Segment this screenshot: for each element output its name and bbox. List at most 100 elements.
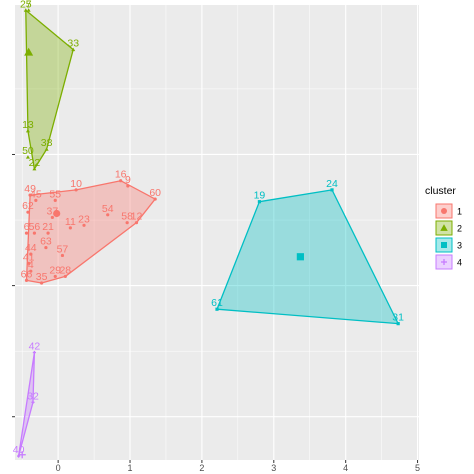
point-9 — [126, 184, 130, 188]
x-tick-label: 1 — [128, 463, 133, 473]
point-label-32: 32 — [27, 390, 39, 402]
legend-symbol-3 — [441, 242, 447, 248]
point-6 — [24, 231, 29, 235]
point-37 — [50, 215, 54, 220]
point-label-35: 35 — [36, 271, 48, 283]
point-label-21: 21 — [42, 221, 54, 233]
legend-symbol-1 — [441, 208, 447, 214]
x-tick-label: 4 — [343, 463, 348, 473]
point-57 — [60, 253, 65, 258]
point-label-7: 7 — [26, 0, 32, 10]
x-tick-label: 2 — [199, 463, 204, 473]
legend-label-2: 2 — [457, 224, 462, 234]
point-label-13: 13 — [22, 119, 34, 131]
point-label-12: 12 — [131, 211, 143, 223]
point-label-6: 6 — [24, 221, 30, 233]
point-10 — [74, 188, 78, 192]
point-63 — [44, 245, 48, 250]
point-25 — [23, 8, 28, 12]
point-28 — [63, 274, 67, 279]
point-label-16: 16 — [115, 169, 127, 181]
point-label-9: 9 — [125, 174, 131, 186]
legend-label-3: 3 — [457, 241, 462, 251]
grid-lines — [15, 5, 419, 460]
point-label-45: 45 — [30, 188, 42, 200]
point-11 — [68, 226, 72, 230]
point-19 — [257, 200, 262, 204]
point-label-11: 11 — [65, 216, 76, 228]
cluster-center-2 — [24, 47, 34, 56]
point-label-58: 58 — [121, 211, 133, 223]
cluster-center-4 — [18, 451, 26, 459]
point-66 — [24, 278, 29, 282]
point-50 — [25, 155, 30, 159]
point-56 — [32, 231, 37, 235]
point-42 — [32, 350, 37, 355]
point-4 — [29, 269, 33, 273]
point-16 — [119, 179, 123, 183]
point-label-19: 19 — [254, 190, 266, 202]
point-label-56: 56 — [29, 221, 41, 233]
point-label-28: 28 — [59, 264, 71, 276]
point-label-25: 25 — [20, 0, 32, 10]
point-label-10: 10 — [70, 178, 82, 190]
point-label-23: 23 — [78, 213, 90, 225]
point-label-44: 44 — [25, 242, 37, 254]
point-label-63: 63 — [40, 236, 52, 248]
point-61 — [215, 307, 219, 311]
point-38 — [44, 147, 49, 151]
point-label-4: 4 — [28, 259, 34, 271]
point-12 — [134, 221, 139, 225]
point-45 — [34, 198, 38, 202]
point-55 — [53, 198, 57, 202]
legend-title: cluster — [425, 185, 456, 197]
point-label-41: 41 — [23, 251, 35, 263]
point-label-24: 24 — [326, 178, 338, 190]
cluster-center-3 — [296, 253, 304, 261]
data-points — [16, 8, 400, 458]
point-label-42: 42 — [29, 340, 41, 352]
point-44 — [29, 252, 33, 256]
point-58 — [125, 221, 129, 225]
point-62 — [26, 210, 30, 214]
point-label-62: 62 — [22, 200, 34, 212]
legend-label-1: 1 — [457, 207, 462, 217]
point-label-37: 37 — [47, 205, 59, 217]
cluster-hull-4 — [17, 351, 36, 457]
point-label-38: 38 — [41, 137, 53, 149]
legend-symbol-2 — [440, 224, 448, 231]
point-label-31: 31 — [392, 312, 404, 324]
point-41 — [27, 261, 31, 265]
point-22 — [32, 166, 37, 171]
x-tick-label: 5 — [415, 463, 420, 473]
point-31 — [396, 322, 400, 326]
point-label-54: 54 — [102, 203, 114, 215]
point-32 — [31, 400, 35, 404]
cluster-centers — [18, 47, 304, 459]
point-label-49: 49 — [24, 183, 36, 195]
point-label-66: 66 — [21, 268, 33, 280]
point-label-29: 29 — [49, 264, 61, 276]
point-54 — [106, 213, 110, 217]
point-35 — [39, 281, 44, 285]
point-label-60: 60 — [149, 187, 161, 199]
point-label-57: 57 — [57, 243, 69, 255]
point-24 — [330, 188, 334, 192]
point-21 — [46, 231, 50, 235]
point-label-55: 55 — [49, 188, 61, 200]
point-label-33: 33 — [67, 38, 79, 50]
x-tick-label: 0 — [56, 463, 61, 473]
point-label-40: 40 — [13, 444, 25, 456]
point-7 — [26, 8, 31, 12]
point-label-61: 61 — [211, 297, 223, 309]
point-label-22: 22 — [29, 157, 41, 169]
point-60 — [153, 197, 157, 201]
cluster-hull-2 — [25, 9, 74, 170]
cluster-center-1 — [53, 209, 61, 218]
point-label-50: 50 — [22, 145, 34, 157]
point-33 — [71, 47, 76, 52]
